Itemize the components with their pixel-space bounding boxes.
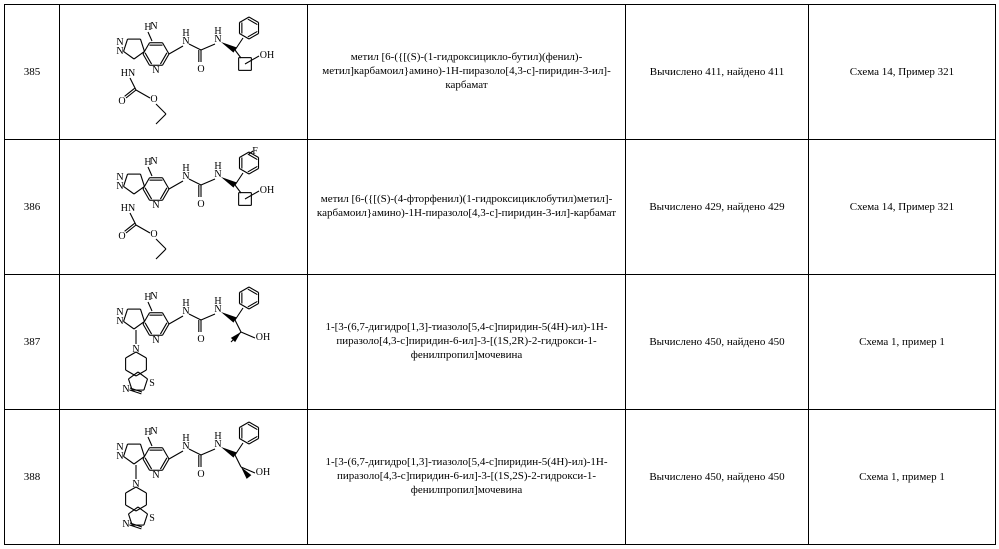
compound-name: 1-[3-(6,7-дигидро[1,3]-тиазоло[5,4-c]пир…: [308, 410, 626, 545]
structure-svg: NNNHNNHONHOHNNS: [64, 280, 304, 404]
svg-text:HN: HN: [120, 203, 134, 214]
svg-text:N: N: [152, 335, 159, 346]
compound-structure: NNNHNNHONHOHNNS: [60, 275, 308, 410]
svg-text:O: O: [118, 231, 125, 242]
table-row: 388 NNNHNNHONHOHNNS 1-[3-(6,7-дигидро[1,…: [5, 410, 996, 545]
svg-text:O: O: [197, 334, 204, 345]
svg-text:N: N: [116, 46, 123, 57]
compound-structure: NNNHNNHONHOHNNS: [60, 410, 308, 545]
table-row: 387 NNNHNNHONHOHNNS 1-[3-(6,7-дигидро[1,…: [5, 275, 996, 410]
compound-mass: Вычислено 411, найдено 411: [626, 5, 809, 140]
svg-text:N: N: [152, 65, 159, 76]
svg-text:S: S: [149, 513, 155, 524]
svg-text:N: N: [116, 451, 123, 462]
svg-text:O: O: [197, 469, 204, 480]
svg-text:HN: HN: [120, 68, 134, 79]
compound-name: 1-[3-(6,7-дигидро[1,3]-тиазоло[5,4-c]пир…: [308, 275, 626, 410]
compound-structure: NNNHNNHONHOHHNOOF: [60, 140, 308, 275]
svg-text:O: O: [197, 199, 204, 210]
compound-name: метил [6-({[(S)-(4-фторфенил)(1-гидрокси…: [308, 140, 626, 275]
compound-structure: NNNHNNHONHOHHNOO: [60, 5, 308, 140]
table-row: 385 NNNHNNHONHOHHNOO метил [6-({[(S)-(1-…: [5, 5, 996, 140]
structure-svg: NNNHNNHONHOHNNS: [64, 415, 304, 539]
svg-text:H: H: [182, 298, 189, 309]
svg-text:N: N: [122, 519, 129, 530]
compound-number: 388: [5, 410, 60, 545]
svg-text:O: O: [118, 96, 125, 107]
svg-text:OH: OH: [259, 185, 273, 196]
svg-text:H: H: [182, 28, 189, 39]
compound-number: 387: [5, 275, 60, 410]
table-row: 386 NNNHNNHONHOHHNOOF метил [6-({[(S)-(4…: [5, 140, 996, 275]
svg-text:N: N: [150, 291, 157, 302]
svg-text:N: N: [116, 316, 123, 327]
compound-reference: Схема 14, Пример 321: [809, 140, 996, 275]
svg-text:N: N: [150, 21, 157, 32]
compound-number: 385: [5, 5, 60, 140]
svg-text:O: O: [197, 64, 204, 75]
structure-svg: NNNHNNHONHOHHNOOF: [64, 145, 304, 269]
svg-text:N: N: [122, 384, 129, 395]
svg-text:N: N: [152, 470, 159, 481]
svg-text:OH: OH: [255, 467, 269, 478]
compound-name: метил [6-({[(S)-(1-гидроксицикло-бутил)(…: [308, 5, 626, 140]
svg-text:O: O: [150, 229, 157, 240]
svg-text:H: H: [214, 26, 221, 37]
compound-table: 385 NNNHNNHONHOHHNOO метил [6-({[(S)-(1-…: [4, 4, 996, 545]
svg-text:H: H: [214, 431, 221, 442]
svg-text:H: H: [182, 433, 189, 444]
compound-reference: Схема 1, пример 1: [809, 410, 996, 545]
structure-svg: NNNHNNHONHOHHNOO: [64, 10, 304, 134]
compound-reference: Схема 14, Пример 321: [809, 5, 996, 140]
svg-text:N: N: [116, 181, 123, 192]
svg-text:OH: OH: [255, 332, 269, 343]
compound-number: 386: [5, 140, 60, 275]
svg-text:O: O: [150, 94, 157, 105]
svg-text:N: N: [150, 156, 157, 167]
svg-text:S: S: [149, 378, 155, 389]
svg-text:H: H: [214, 296, 221, 307]
compound-reference: Схема 1, пример 1: [809, 275, 996, 410]
svg-text:H: H: [182, 163, 189, 174]
svg-text:OH: OH: [259, 50, 273, 61]
compound-mass: Вычислено 429, найдено 429: [626, 140, 809, 275]
compound-mass: Вычислено 450, найдено 450: [626, 410, 809, 545]
compound-mass: Вычислено 450, найдено 450: [626, 275, 809, 410]
svg-text:N: N: [150, 426, 157, 437]
svg-text:H: H: [214, 161, 221, 172]
svg-text:N: N: [152, 200, 159, 211]
